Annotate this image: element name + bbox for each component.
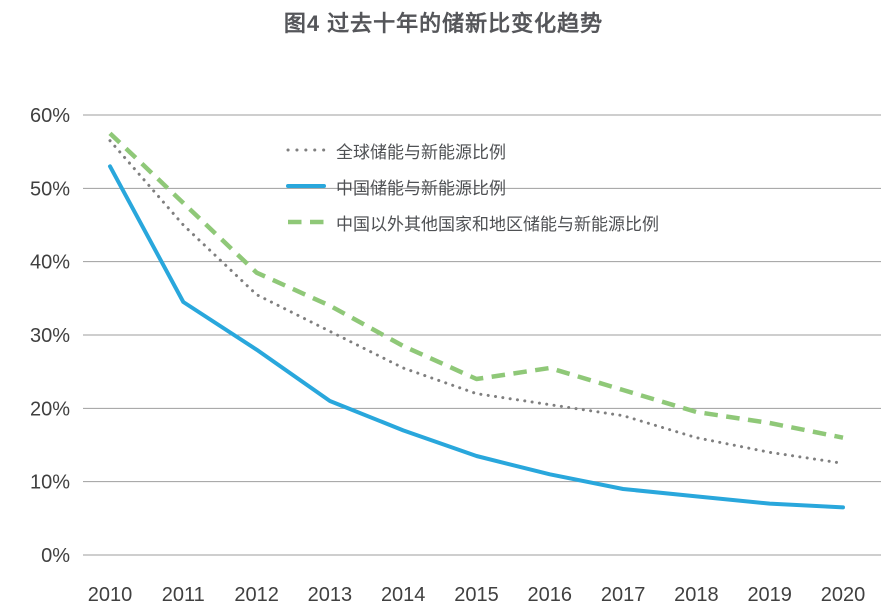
legend-swatch-dashed-icon: [288, 219, 324, 225]
y-axis-tick-label: 20%: [30, 398, 70, 420]
x-axis-tick-label: 2013: [308, 584, 353, 606]
series-line-solid: [108, 164, 845, 510]
x-axis-tick-label: 2010: [88, 584, 133, 606]
x-axis-tick-label: 2011: [162, 584, 205, 606]
legend-label-ex-china: 中国以外其他国家和地区储能与新能源比例: [336, 214, 659, 234]
x-axis-tick-label: 2018: [674, 584, 719, 606]
legend-item-global: 全球储能与新能源比例: [286, 132, 659, 168]
chart-title: 图4 过去十年的储新比变化趋势: [283, 11, 604, 36]
chart-legend: 全球储能与新能源比例 中国储能与新能源比例 中国以外其他国家和地区储能与新能源比…: [286, 132, 659, 240]
series-line-dotted: [108, 139, 845, 465]
x-axis-tick-label: 2020: [821, 584, 866, 606]
y-axis-tick-label: 10%: [30, 472, 70, 494]
y-axis-tick-label: 30%: [30, 325, 70, 347]
y-axis-tick-label: 40%: [30, 252, 70, 274]
legend-swatch-dotted-icon: [286, 148, 326, 152]
x-axis-tick-label: 2014: [381, 584, 426, 606]
x-axis-tick-label: 2019: [747, 584, 792, 606]
y-axis-tick-label: 60%: [30, 105, 70, 127]
legend-label-china: 中国储能与新能源比例: [336, 178, 506, 198]
legend-item-china: 中国储能与新能源比例: [286, 168, 659, 204]
x-axis-tick-label: 2016: [528, 584, 573, 606]
series-line-dashed: [108, 131, 844, 440]
x-axis-tick-label: 2012: [234, 584, 279, 606]
legend-label-global: 全球储能与新能源比例: [336, 142, 506, 162]
x-axis-tick-label: 2017: [601, 584, 646, 606]
x-axis-tick-label: 2015: [454, 584, 499, 606]
legend-swatch-solid-icon: [286, 184, 326, 188]
y-axis-tick-label: 0%: [41, 545, 70, 567]
y-axis-tick-label: 50%: [30, 178, 70, 200]
legend-item-ex-china: 中国以外其他国家和地区储能与新能源比例: [286, 204, 659, 240]
